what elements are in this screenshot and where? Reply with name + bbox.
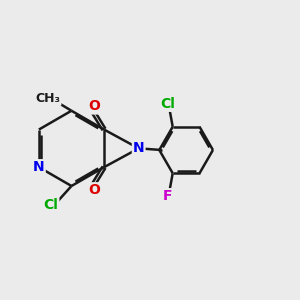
Text: O: O: [89, 100, 100, 113]
Text: F: F: [163, 189, 172, 203]
Text: N: N: [33, 160, 45, 174]
Text: CH₃: CH₃: [35, 92, 60, 105]
Text: Cl: Cl: [160, 97, 175, 111]
Text: N: N: [133, 141, 145, 155]
Text: O: O: [89, 183, 100, 197]
Text: Cl: Cl: [44, 198, 58, 212]
